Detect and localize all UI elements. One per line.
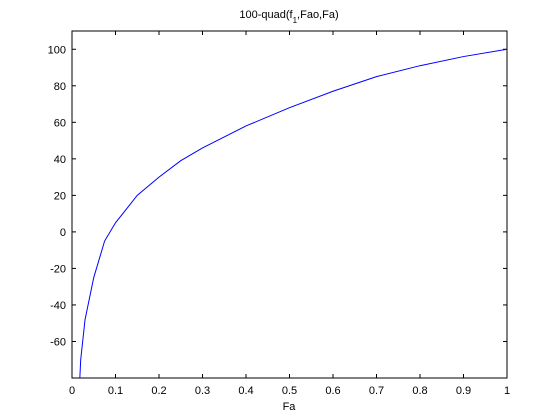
chart-title: 100-quad(f1,Fao,Fa) (239, 9, 338, 25)
y-tick-label: 0 (60, 227, 66, 239)
x-tick-label: 0.1 (108, 385, 123, 397)
title-part: ,Fao,Fa) (297, 9, 339, 21)
x-tick-label: 1 (504, 385, 510, 397)
data-line (79, 48, 508, 379)
x-tick-label: 0.9 (456, 385, 471, 397)
x-tick-label: 0.6 (325, 385, 340, 397)
y-tick-label: 40 (54, 154, 66, 166)
y-tick-label: -60 (50, 336, 66, 348)
x-axis-label: Fa (283, 401, 297, 413)
y-tick-label: 20 (54, 190, 66, 202)
x-tick-label: 0.4 (238, 385, 253, 397)
y-tick-label: -40 (50, 300, 66, 312)
x-tick-label: 0.2 (151, 385, 166, 397)
title-subscript: 1 (293, 16, 298, 25)
x-tick-label: 0.8 (412, 385, 427, 397)
y-tick-label: -20 (50, 263, 66, 275)
x-tick-label: 0.3 (195, 385, 210, 397)
y-tick-label: 60 (54, 117, 66, 129)
axes-box (71, 30, 508, 379)
y-tick-label: 80 (54, 81, 66, 93)
title-part: 100-quad(f (239, 9, 293, 21)
x-tick-label: 0.7 (369, 385, 384, 397)
x-tick-label: 0.5 (282, 385, 297, 397)
y-tick-label: 100 (48, 44, 66, 56)
x-tick-label: 0 (69, 385, 75, 397)
